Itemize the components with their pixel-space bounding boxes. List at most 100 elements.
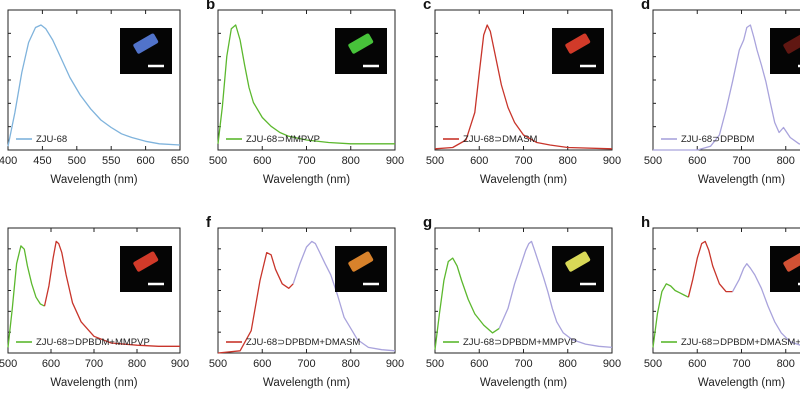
x-tick-label: 700 [514, 155, 532, 167]
x-tick-label: 600 [470, 358, 488, 370]
x-tick-label: 700 [732, 155, 750, 167]
series-line [217, 251, 294, 354]
x-tick-label: 500 [426, 155, 444, 167]
x-tick-label: 550 [102, 155, 120, 167]
x-axis-title: Wavelength (nm) [480, 377, 567, 389]
panel-label: g [423, 214, 432, 231]
crystal-rod [783, 33, 800, 54]
x-tick-label: 500 [209, 155, 227, 167]
x-tick-label: 600 [42, 358, 60, 370]
inset-background [335, 28, 387, 74]
series-line [434, 24, 613, 150]
crystal-rod-blue-photo [120, 28, 172, 74]
crystal-rod [565, 251, 591, 272]
x-axis-title: Wavelength (nm) [263, 174, 350, 186]
legend-label: ZJU-68 [36, 134, 67, 145]
x-tick-label: 450 [33, 155, 51, 167]
crystal-rod-dim-red-photo [770, 28, 800, 74]
legend-label: ZJU-68⊃DMASM [463, 134, 538, 145]
crystal-rod [783, 251, 800, 272]
x-tick-label: 800 [559, 155, 577, 167]
panel-label: c [423, 0, 431, 13]
series-line [7, 245, 45, 348]
panel-label: b [206, 0, 215, 13]
x-tick-label: 600 [253, 155, 271, 167]
inset-background [552, 28, 604, 74]
x-tick-label: 600 [470, 155, 488, 167]
chart-panel-6: 500 600 700 800 900 Wavelength (nm) f ZJU-68⊃DP… [206, 214, 404, 389]
x-tick-label: 600 [688, 358, 706, 370]
x-tick-label: 650 [171, 155, 189, 167]
x-tick-label: 500 [644, 358, 662, 370]
crystal-rod-red-green-photo [120, 246, 172, 292]
x-tick-label: 800 [777, 358, 795, 370]
legend-label: ZJU-68⊃MMPVP [246, 134, 320, 145]
crystal-rod [348, 33, 374, 54]
legend-label: ZJU-68⊃DPBDM+DMASM+M [681, 337, 800, 348]
x-tick-label: 400 [0, 155, 17, 167]
crystal-rod-red-photo [552, 28, 604, 74]
x-axis-title: Wavelength (nm) [263, 377, 350, 389]
x-axis-title: Wavelength (nm) [50, 377, 137, 389]
crystal-rod [133, 251, 159, 272]
x-tick-label: 800 [342, 358, 360, 370]
x-tick-label: 600 [688, 155, 706, 167]
series-line [652, 283, 689, 348]
x-axis-title: Wavelength (nm) [698, 174, 785, 186]
crystal-rod [565, 33, 591, 54]
inset-background [120, 28, 172, 74]
x-tick-label: 500 [0, 358, 17, 370]
x-axis-title: Wavelength (nm) [480, 174, 567, 186]
x-tick-label: 800 [777, 155, 795, 167]
crystal-rod-orange-photo [335, 246, 387, 292]
legend-label: ZJU-68⊃DPBDM+MMPVP [463, 337, 577, 348]
x-tick-label: 800 [342, 155, 360, 167]
series-line [732, 263, 800, 346]
x-tick-label: 700 [514, 358, 532, 370]
panel-label: f [206, 214, 212, 231]
x-tick-label: 800 [559, 358, 577, 370]
chart-panel-1: 400 450 500 550 600 650 Wavelength (nm) ZJU-68 [0, 9, 189, 186]
x-tick-label: 900 [171, 358, 189, 370]
panel-label: d [641, 0, 650, 13]
x-tick-label: 800 [128, 358, 146, 370]
inset-background [120, 246, 172, 292]
x-tick-label: 500 [209, 358, 227, 370]
chart-panel-7: 500 600 700 800 900 Wavelength (nm) g ZJU-68⊃DP… [423, 214, 621, 389]
x-tick-label: 500 [68, 155, 86, 167]
crystal-rod-multicolor-photo [770, 246, 800, 292]
series-line [7, 24, 181, 147]
x-tick-label: 900 [603, 358, 621, 370]
series-line [498, 240, 613, 349]
inset-background [552, 246, 604, 292]
x-tick-label: 700 [732, 358, 750, 370]
series-line [687, 240, 733, 298]
legend-label: ZJU-68⊃DPBDM [681, 134, 754, 145]
x-tick-label: 900 [603, 155, 621, 167]
inset-background [770, 28, 800, 74]
series-line [434, 257, 500, 350]
x-tick-label: 700 [297, 358, 315, 370]
inset-background [335, 246, 387, 292]
series-line [653, 24, 800, 151]
crystal-rod [348, 251, 374, 272]
x-tick-label: 500 [644, 155, 662, 167]
crystal-rod [133, 33, 159, 54]
series-line [217, 24, 395, 145]
panel-label: h [641, 214, 650, 231]
chart-panel-3: 500 600 700 800 900 Wavelength (nm) c ZJU-68⊃DM… [423, 0, 621, 186]
chart-panel-5: 500 600 700 800 900 Wavelength (nm) ZJU-68⊃DPB… [0, 227, 189, 389]
x-tick-label: 600 [253, 358, 271, 370]
x-axis-title: Wavelength (nm) [50, 174, 137, 186]
inset-background [770, 246, 800, 292]
chart-panel-2: 500 600 700 800 900 Wavelength (nm) b ZJU-68⊃MM… [206, 0, 404, 186]
series-line [292, 240, 396, 352]
legend-label: ZJU-68⊃DPBDM+MMPVP [36, 337, 150, 348]
x-tick-label: 900 [386, 155, 404, 167]
x-tick-label: 500 [426, 358, 444, 370]
crystal-rod-green-photo [335, 28, 387, 74]
x-tick-label: 900 [386, 358, 404, 370]
x-axis-title: Wavelength (nm) [698, 377, 785, 389]
